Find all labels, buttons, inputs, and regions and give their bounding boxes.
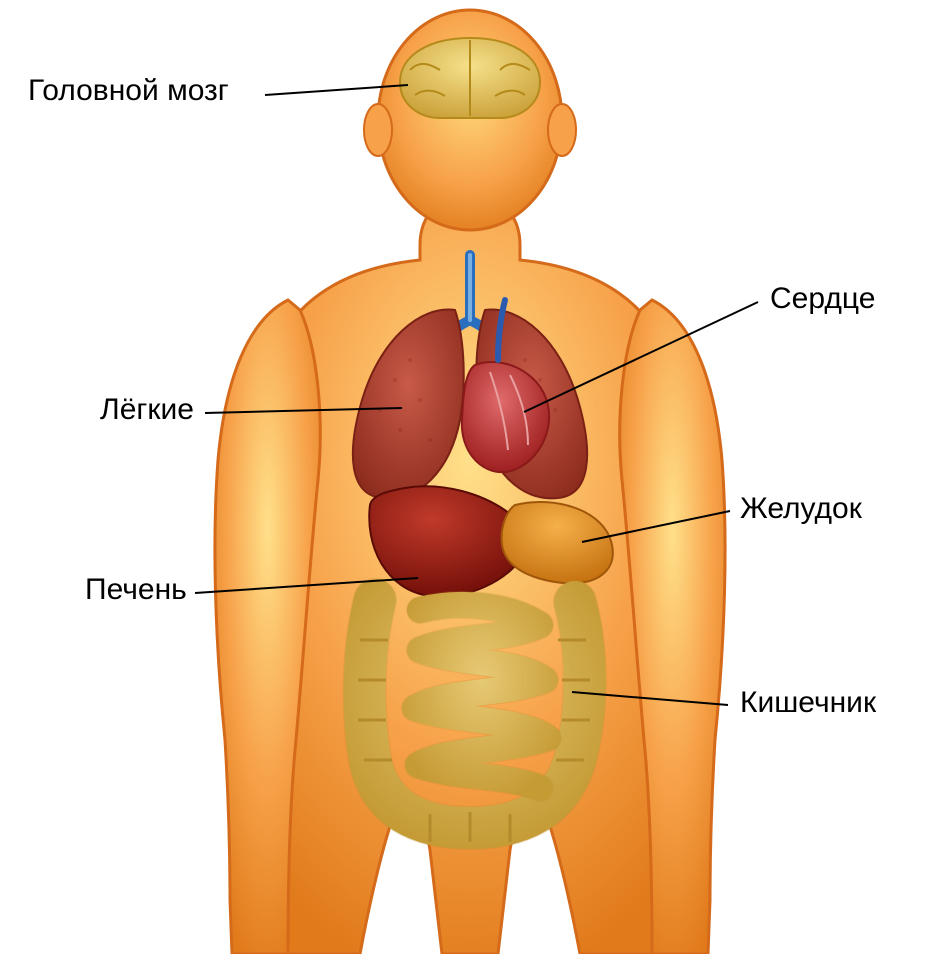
anatomy-diagram: Головной мозг Сердце Лёгкие Желудок Пече… (0, 0, 940, 954)
label-intestine: Кишечник (740, 686, 876, 720)
label-heart: Сердце (770, 282, 875, 316)
brain-organ (400, 38, 540, 118)
anatomy-svg (0, 0, 940, 954)
label-lungs: Лёгкие (100, 393, 194, 427)
label-brain: Головной мозг (28, 74, 229, 108)
label-liver: Печень (85, 573, 187, 607)
label-stomach: Желудок (740, 492, 862, 526)
